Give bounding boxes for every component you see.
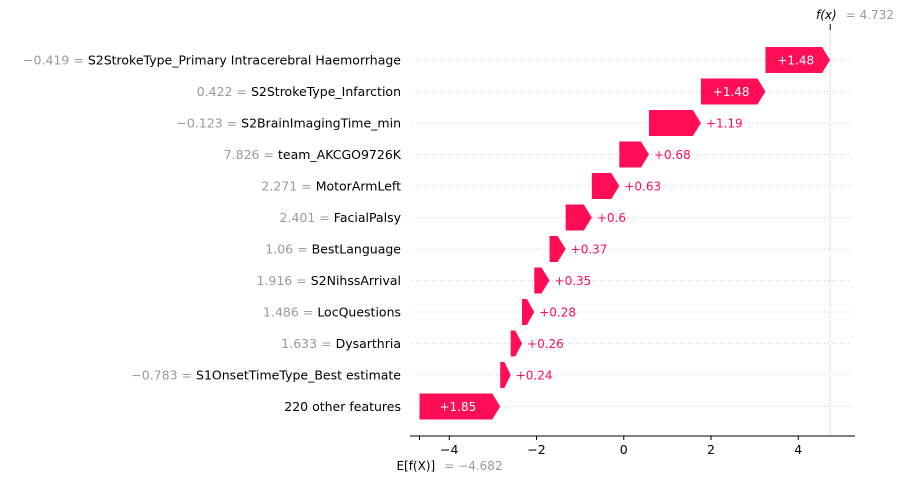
bar [522, 299, 535, 325]
x-tick-label: 0 [620, 442, 628, 457]
feature-label: −0.419 = S2StrokeType_Primary Intracerebra… [23, 53, 401, 68]
feature-label: 2.401 = FacialPalsy [280, 210, 402, 225]
bar-label: +1.19 [706, 117, 743, 131]
feature-label: 1.633 = Dysarthria [281, 336, 401, 351]
feature-name: LocQuestions [317, 305, 401, 320]
bar-label: +0.28 [539, 306, 576, 320]
feature-value: 2.271 [261, 179, 297, 194]
base-value-annotation: E[f(X)] = −4.682 [396, 455, 502, 474]
feature-name: Dysarthria [336, 336, 401, 351]
bar [619, 141, 649, 168]
feature-value: 1.06 [265, 242, 293, 257]
feature-equals: = [303, 305, 313, 320]
feature-label: 2.271 = MotorArmLeft [261, 179, 401, 194]
bar [500, 362, 511, 388]
bar-label: +0.37 [571, 243, 608, 257]
feature-equals: = [301, 179, 311, 194]
feature-value: −0.123 [176, 116, 222, 131]
bar-label: +0.35 [555, 274, 592, 288]
feature-label: 1.486 = LocQuestions [263, 305, 401, 320]
feature-equals: = [264, 147, 274, 162]
feature-value: 1.633 [281, 336, 317, 351]
annotations: f(x) = 4.732 E[f(X)] = −4.682 [396, 4, 894, 474]
feature-equals: = [321, 336, 331, 351]
bar-label: +0.68 [654, 148, 691, 162]
feature-value: 0.422 [197, 84, 233, 99]
row-gridlines [412, 59, 850, 407]
feature-label: −0.123 = S2BrainImagingTime_min [176, 116, 401, 131]
feature-value: 2.401 [280, 210, 316, 225]
feature-name: S2BrainImagingTime_min [241, 116, 401, 131]
base-value-number: = −4.682 [444, 459, 502, 473]
x-tick-label: −2 [527, 442, 545, 457]
output-value-annotation: f(x) = 4.732 [816, 4, 894, 23]
feature-equals: = [236, 84, 246, 99]
bar-label: +0.63 [624, 180, 661, 194]
feature-label: 7.826 = team_AKCGO9726K [224, 147, 402, 162]
bar-label: +1.48 [777, 54, 814, 68]
feature-value: −0.783 [131, 368, 177, 383]
x-tick-label: −4 [440, 442, 458, 457]
feature-name: 220 other features [284, 399, 401, 414]
feature-value: 1.916 [256, 273, 292, 288]
output-value-number: = 4.732 [846, 8, 894, 22]
feature-name: team_AKCGO9726K [278, 147, 402, 162]
bar-label: +0.6 [597, 211, 626, 225]
output-value-label: f(x) [816, 8, 837, 22]
feature-label: 220 other features [284, 399, 401, 414]
feature-name: S1OnsetTimeType_Best estimate [196, 368, 401, 383]
bar [700, 78, 766, 105]
feature-label: −0.783 = S1OnsetTimeType_Best estimate [131, 368, 401, 383]
x-tick-label: 4 [794, 442, 802, 457]
feature-name: S2NihssArrival [311, 273, 401, 288]
bar [765, 47, 831, 73]
feature-equals: = [297, 242, 307, 257]
bar [591, 173, 620, 199]
bar-label: +1.85 [439, 400, 476, 414]
feature-equals: = [73, 53, 83, 68]
bar-label: +0.26 [527, 337, 564, 351]
feature-label: 1.916 = S2NihssArrival [256, 273, 401, 288]
feature-name: S2StrokeType_Infarction [251, 84, 401, 99]
bar [534, 267, 550, 294]
feature-equals: = [319, 210, 329, 225]
feature-name: S2StrokeType_Primary Intracerebral Haemo… [88, 53, 401, 68]
x-axis: −4 −2 0 2 4 [410, 435, 855, 457]
bar-label: +0.24 [516, 369, 553, 383]
feature-label: 0.422 = S2StrokeType_Infarction [197, 84, 401, 99]
feature-name: BestLanguage [312, 242, 402, 257]
feature-labels: −0.419 = S2StrokeType_Primary Intracerebra… [23, 53, 402, 415]
bar [648, 110, 701, 136]
base-value-label: E[f(X)] [396, 459, 435, 473]
bars: +1.48 +1.48 +1.19 +0.68 +0.63 +0.6 +0.37 +0.35 +… [419, 47, 831, 420]
bar-label: +1.48 [713, 85, 750, 99]
feature-equals: = [227, 116, 237, 131]
feature-name: MotorArmLeft [316, 179, 401, 194]
x-tick-label: 2 [707, 442, 715, 457]
bar [419, 393, 501, 420]
feature-value: 1.486 [263, 305, 299, 320]
feature-equals: = [296, 273, 306, 288]
feature-value: −0.419 [23, 53, 69, 68]
feature-label: 1.06 = BestLanguage [265, 242, 401, 257]
bar [565, 204, 592, 231]
feature-equals: = [182, 368, 192, 383]
bar [510, 330, 523, 357]
feature-name: FacialPalsy [334, 210, 402, 225]
feature-value: 7.826 [224, 147, 260, 162]
bar [549, 236, 566, 262]
